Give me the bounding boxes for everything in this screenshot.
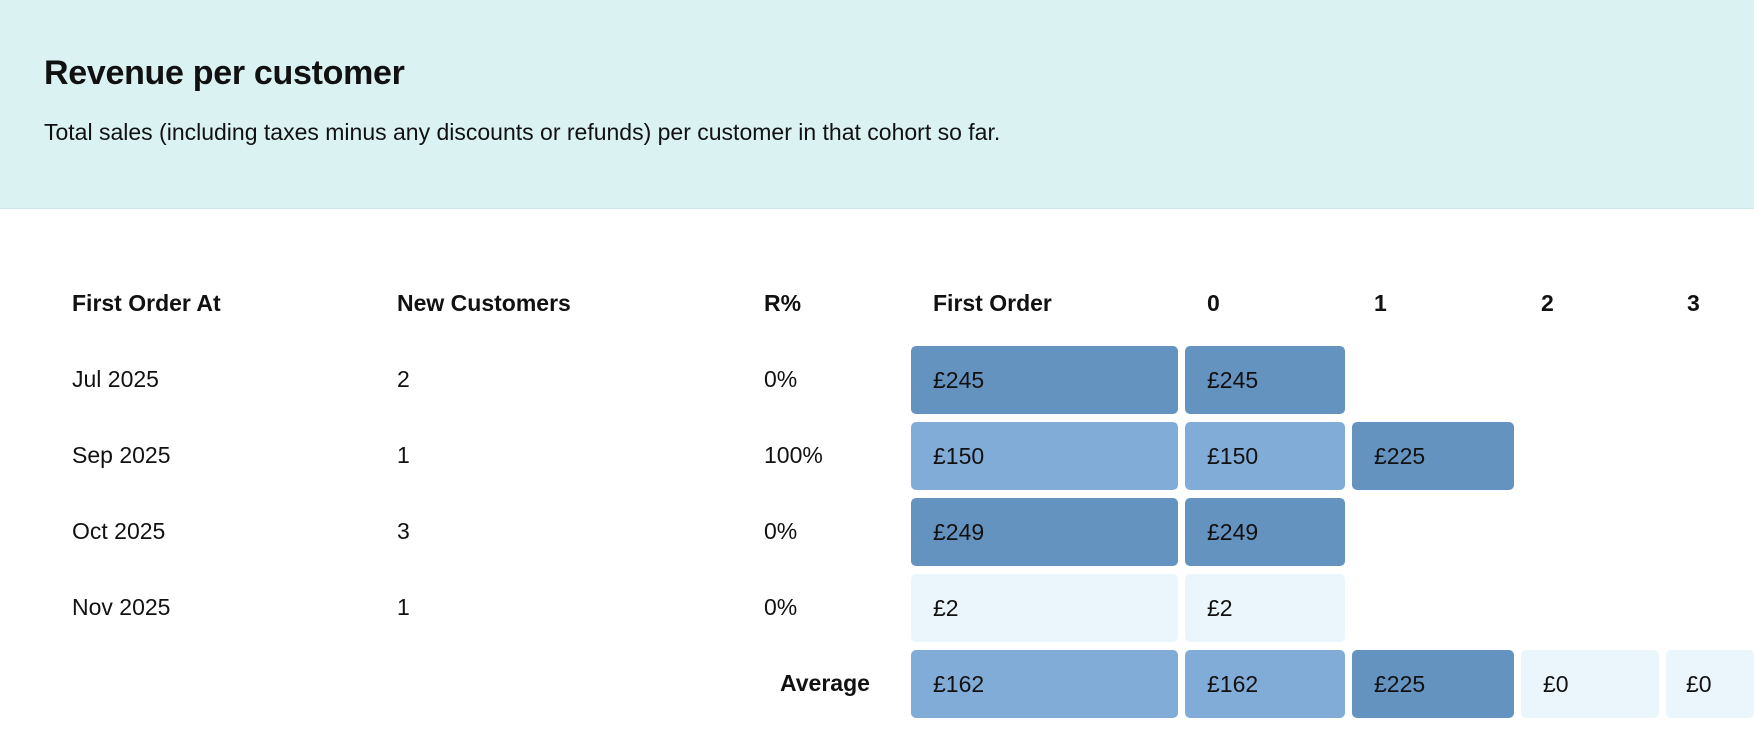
column-header-month-3[interactable]: 3 bbox=[1687, 290, 1700, 316]
month-0-cell[interactable]: £245 bbox=[1185, 346, 1345, 414]
new-customers-value: 2 bbox=[397, 366, 410, 392]
cohort-month: Sep 2025 bbox=[72, 442, 171, 468]
column-header-first-order[interactable]: First Order bbox=[933, 290, 1052, 316]
page-title: Revenue per customer bbox=[44, 54, 405, 92]
first-order-cell[interactable]: £249 bbox=[911, 498, 1178, 566]
column-header-r-pct[interactable]: R% bbox=[764, 290, 802, 316]
first-order-cell[interactable]: £150 bbox=[911, 422, 1178, 490]
retention-value: 0% bbox=[764, 518, 798, 544]
month-0-cell[interactable]: £2 bbox=[1185, 574, 1345, 642]
new-customers-value: 1 bbox=[397, 594, 410, 620]
retention-value: 100% bbox=[764, 442, 823, 468]
retention-value: 0% bbox=[764, 594, 798, 620]
new-customers-value: 3 bbox=[397, 518, 410, 544]
retention-value: 0% bbox=[764, 366, 798, 392]
cohort-month: Oct 2025 bbox=[72, 518, 166, 544]
month-0-cell[interactable]: £249 bbox=[1185, 498, 1345, 566]
new-customers-value: 1 bbox=[397, 442, 410, 468]
column-header-month-1[interactable]: 1 bbox=[1374, 290, 1387, 316]
month-0-cell[interactable]: £150 bbox=[1185, 422, 1345, 490]
month-1-cell[interactable]: £225 bbox=[1352, 422, 1514, 490]
cohort-month: Jul 2025 bbox=[72, 366, 159, 392]
average-label: Average bbox=[780, 670, 870, 696]
column-header-new-customers[interactable]: New Customers bbox=[397, 290, 571, 316]
column-header-month-0[interactable]: 0 bbox=[1207, 290, 1220, 316]
first-order-cell[interactable]: £245 bbox=[911, 346, 1178, 414]
page-subtitle: Total sales (including taxes minus any d… bbox=[44, 119, 1001, 145]
average-month-1-cell[interactable]: £225 bbox=[1352, 650, 1514, 718]
average-month-0-cell[interactable]: £162 bbox=[1185, 650, 1345, 718]
average-month-2-cell[interactable]: £0 bbox=[1521, 650, 1659, 718]
column-header-first-order-at[interactable]: First Order At bbox=[72, 290, 221, 316]
column-header-month-2[interactable]: 2 bbox=[1541, 290, 1554, 316]
average-month-3-cell[interactable]: £0 bbox=[1666, 650, 1754, 718]
first-order-cell[interactable]: £2 bbox=[911, 574, 1178, 642]
page-header: Revenue per customer Total sales (includ… bbox=[0, 0, 1754, 209]
average-first-order-cell[interactable]: £162 bbox=[911, 650, 1178, 718]
cohort-month: Nov 2025 bbox=[72, 594, 171, 620]
